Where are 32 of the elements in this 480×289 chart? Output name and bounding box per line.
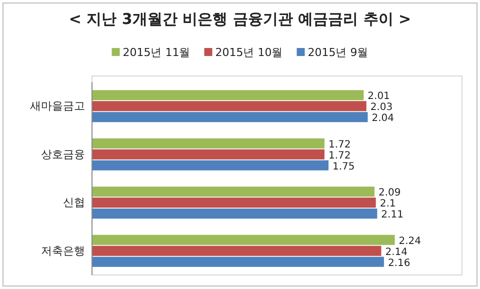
y-tick-label: 상호금융 <box>41 148 85 161</box>
data-label: 2.09 <box>378 188 401 199</box>
bar <box>92 234 395 245</box>
bar <box>92 101 366 112</box>
data-label: 2.16 <box>388 258 410 269</box>
bar <box>92 138 324 148</box>
data-label: 1.75 <box>332 161 355 172</box>
y-tick-label: 새마을금고 <box>30 100 85 113</box>
bar <box>92 149 324 160</box>
legend-label: 2015년 9월 <box>308 46 368 59</box>
legend-label: 2015년 11월 <box>122 46 190 59</box>
bar <box>92 256 384 267</box>
bar <box>92 208 378 219</box>
data-label: 2.1 <box>380 198 396 210</box>
bar <box>92 246 382 256</box>
bar <box>92 90 364 100</box>
data-label: 2.11 <box>381 210 404 221</box>
legend-label: 2015년 10월 <box>215 46 283 59</box>
chart-title: < 지난 3개월간 비은행 금융기관 예금금리 추이 > <box>68 10 412 28</box>
bar <box>92 198 376 208</box>
bar <box>92 160 329 170</box>
data-label: 2.01 <box>368 91 390 102</box>
y-tick-label: 신협 <box>63 196 85 210</box>
data-label: 2.14 <box>385 246 408 258</box>
data-label: 1.72 <box>328 139 351 150</box>
bar <box>92 186 374 197</box>
data-label: 2.24 <box>398 236 422 247</box>
bar <box>92 112 368 122</box>
data-label: 1.72 <box>328 150 351 162</box>
y-tick-label: 저축은행 <box>41 244 85 258</box>
data-label: 2.04 <box>372 113 394 124</box>
data-label: 2.03 <box>370 102 393 114</box>
